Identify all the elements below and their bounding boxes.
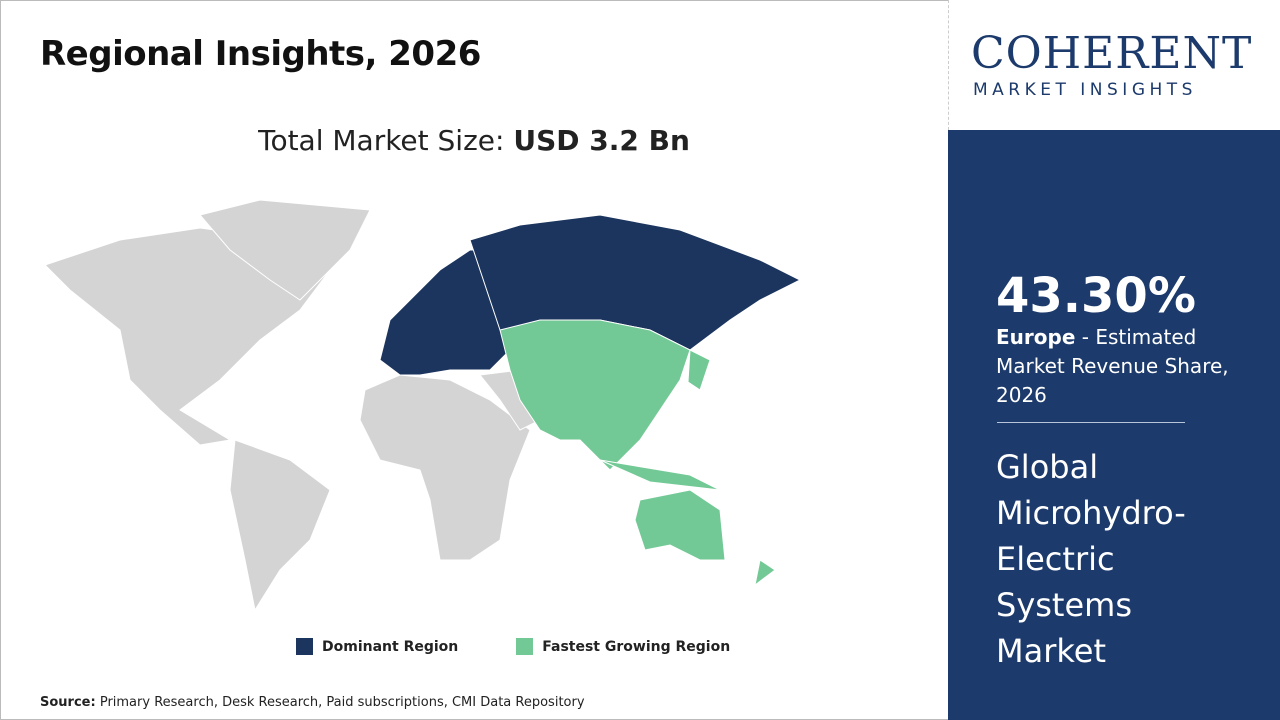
logo-name: COHERENT [971, 28, 1253, 79]
divider [997, 422, 1185, 423]
market-size-label: Total Market Size: [258, 124, 505, 157]
new-zealand [754, 559, 776, 587]
highlight-panel: 43.30% Europe - Estimated Market Revenue… [948, 130, 1280, 720]
africa [359, 374, 531, 561]
legend-label: Dominant Region [322, 638, 459, 655]
legend-item: Dominant Region [296, 638, 458, 655]
region: Europe [996, 325, 1076, 349]
market-size-value: USD 3.2 Bn [513, 124, 690, 157]
indonesia [599, 459, 721, 491]
share: 43.30% [996, 268, 1196, 324]
market-size: Total Market Size: USD 3.2 Bn [0, 124, 948, 157]
south-america [229, 439, 331, 612]
legend-swatch [296, 638, 313, 655]
japan [687, 349, 711, 391]
source-text: Primary Research, Desk Research, Paid su… [99, 695, 585, 710]
description: - Estimated Market Revenue Share, 2026 [996, 325, 1229, 407]
market-name: Global Microhydro-Electric Systems Marke… [996, 448, 1186, 670]
world-map [44, 199, 802, 612]
logo: COHERENT MARKET INSIGHTS [948, 0, 1280, 130]
share-description: Europe - Estimated Market Revenue Share,… [996, 323, 1266, 410]
greenland [199, 199, 371, 301]
legend-swatch [516, 638, 534, 655]
source: Source: Primary Research, Desk Research,… [40, 695, 585, 710]
asia [499, 319, 691, 471]
legend-item: Fastest Growing Region [516, 638, 730, 655]
legend-label: Fastest Growing Region [542, 638, 731, 655]
source-label: Source: [40, 695, 96, 710]
title: Regional Insights, 2026 [40, 34, 481, 74]
legend: Dominant Region Fastest Growing Region [296, 638, 730, 655]
logo-tagline: MARKET INSIGHTS [973, 80, 1197, 100]
australia [634, 489, 726, 561]
sidebar: COHERENT MARKET INSIGHTS 43.30% Europe -… [948, 0, 1280, 720]
